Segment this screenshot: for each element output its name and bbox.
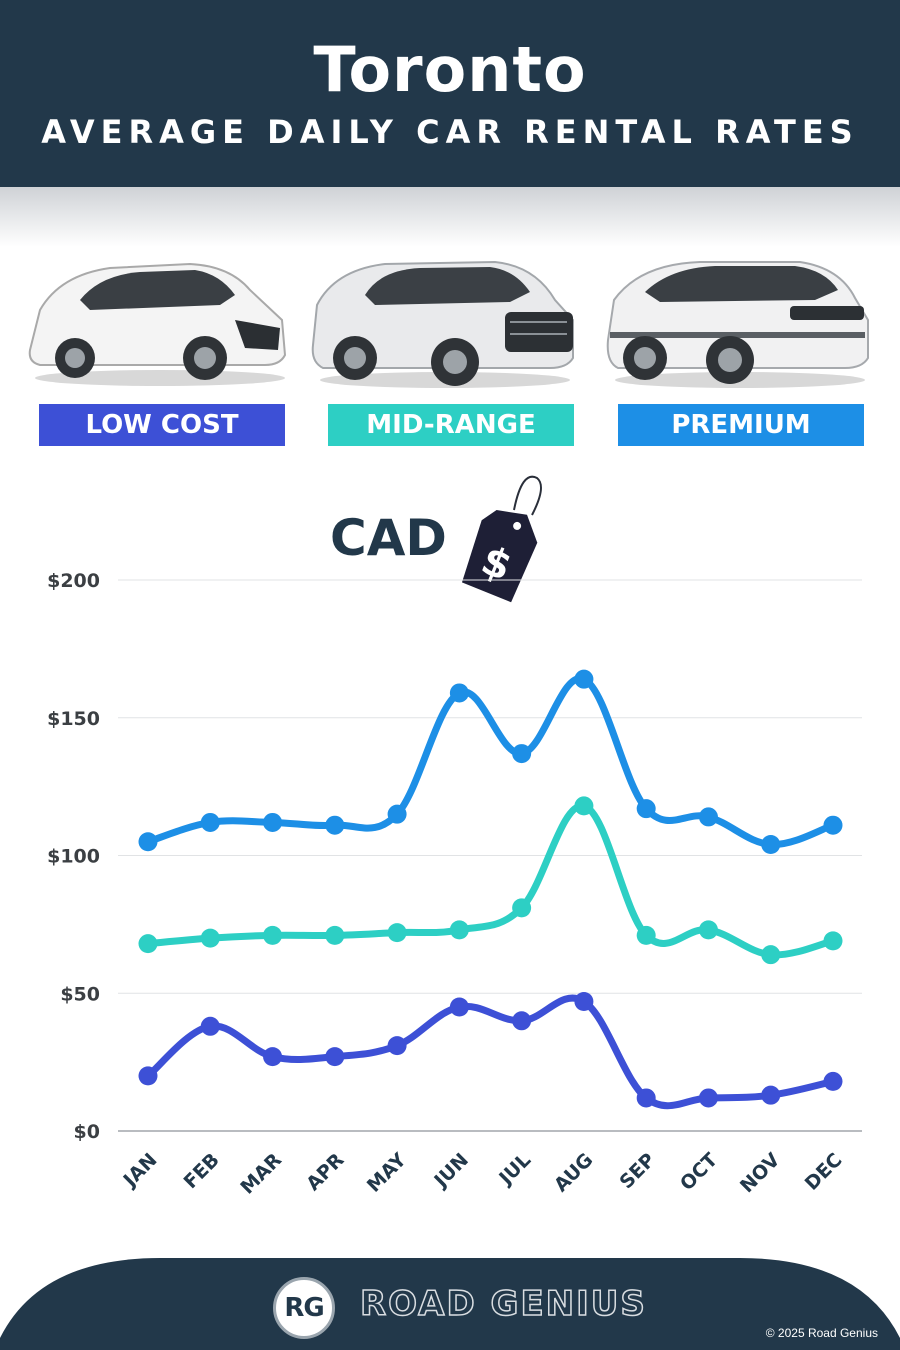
y-tick-label: $50 bbox=[60, 983, 100, 1005]
x-tick-label: AUG bbox=[550, 1149, 597, 1196]
data-point-low-cost bbox=[325, 1047, 345, 1067]
data-point-mid-range bbox=[761, 945, 781, 965]
series-line-low-cost bbox=[144, 994, 837, 1110]
low-cost-label: LOW COST bbox=[39, 404, 285, 446]
data-point-mid-range bbox=[512, 898, 532, 918]
data-point-low-cost bbox=[138, 1066, 158, 1086]
data-point-mid-range bbox=[449, 920, 469, 940]
footer bbox=[0, 1258, 900, 1350]
y-tick-label: $100 bbox=[47, 846, 100, 868]
data-point-mid-range bbox=[636, 925, 656, 945]
data-point-mid-range bbox=[138, 934, 158, 954]
data-point-premium bbox=[325, 815, 345, 835]
y-tick-label: $0 bbox=[74, 1121, 100, 1143]
rental-rate-chart: $0 $50 $100 $150 $200 JAN FEB MAR APR MAY JUN JUL A… bbox=[47, 570, 862, 1199]
y-tick-label: $200 bbox=[47, 570, 100, 592]
brand-name: ROAD GENIUS bbox=[359, 1283, 647, 1325]
data-point-premium bbox=[823, 815, 843, 835]
x-tick-label: MAY bbox=[363, 1149, 411, 1197]
data-point-premium bbox=[636, 799, 656, 819]
data-point-premium bbox=[512, 744, 532, 764]
data-point-mid-range bbox=[200, 928, 220, 948]
x-tick-label: JUN bbox=[429, 1149, 473, 1193]
x-tick-label: JUL bbox=[494, 1149, 535, 1190]
data-point-mid-range bbox=[263, 925, 283, 945]
data-point-premium bbox=[761, 834, 781, 854]
x-tick-label: DEC bbox=[801, 1149, 847, 1195]
data-point-premium bbox=[574, 669, 594, 689]
data-point-mid-range bbox=[325, 925, 345, 945]
page-title: Toronto bbox=[313, 33, 587, 106]
x-tick-label: JAN bbox=[118, 1149, 162, 1193]
mid-range-car-image bbox=[305, 250, 575, 390]
data-point-low-cost bbox=[263, 1047, 283, 1067]
data-point-mid-range bbox=[574, 796, 594, 816]
data-point-premium bbox=[200, 812, 220, 832]
data-point-premium bbox=[387, 804, 407, 824]
data-point-premium bbox=[138, 832, 158, 852]
data-point-low-cost bbox=[387, 1036, 407, 1056]
data-point-premium bbox=[449, 683, 469, 703]
low-cost-car-image bbox=[20, 250, 290, 390]
y-tick-label: $150 bbox=[47, 708, 100, 730]
x-tick-label: NOV bbox=[736, 1149, 784, 1197]
copyright-text: © 2025 Road Genius bbox=[765, 1326, 878, 1340]
header-banner: Toronto AVERAGE DAILY CAR RENTAL RATES bbox=[0, 0, 900, 187]
data-point-low-cost bbox=[574, 992, 594, 1012]
data-point-premium bbox=[263, 812, 283, 832]
data-point-low-cost bbox=[823, 1071, 843, 1091]
data-point-low-cost bbox=[761, 1085, 781, 1105]
price-tag-icon: $ bbox=[461, 475, 542, 603]
data-point-mid-range bbox=[698, 920, 718, 940]
x-tick-label: SEP bbox=[615, 1149, 659, 1193]
data-point-low-cost bbox=[636, 1088, 656, 1108]
premium-car-image bbox=[600, 250, 870, 390]
data-point-mid-range bbox=[387, 923, 407, 943]
data-point-low-cost bbox=[449, 997, 469, 1017]
data-point-low-cost bbox=[512, 1011, 532, 1031]
x-tick-label: OCT bbox=[676, 1149, 722, 1195]
data-point-low-cost bbox=[698, 1088, 718, 1108]
data-point-premium bbox=[698, 807, 718, 827]
currency-label: CAD bbox=[330, 509, 447, 567]
page-subtitle: AVERAGE DAILY CAR RENTAL RATES bbox=[41, 113, 859, 151]
series-line-premium bbox=[144, 675, 837, 848]
x-tick-label: FEB bbox=[180, 1149, 224, 1193]
brand-logo-icon: RG bbox=[273, 1277, 335, 1339]
header-shadow bbox=[0, 187, 900, 247]
data-point-low-cost bbox=[200, 1016, 220, 1036]
x-tick-label: MAR bbox=[236, 1149, 286, 1199]
mid-range-label: MID-RANGE bbox=[328, 404, 574, 446]
premium-label: PREMIUM bbox=[618, 404, 864, 446]
x-tick-label: APR bbox=[302, 1149, 348, 1195]
data-point-mid-range bbox=[823, 931, 843, 951]
